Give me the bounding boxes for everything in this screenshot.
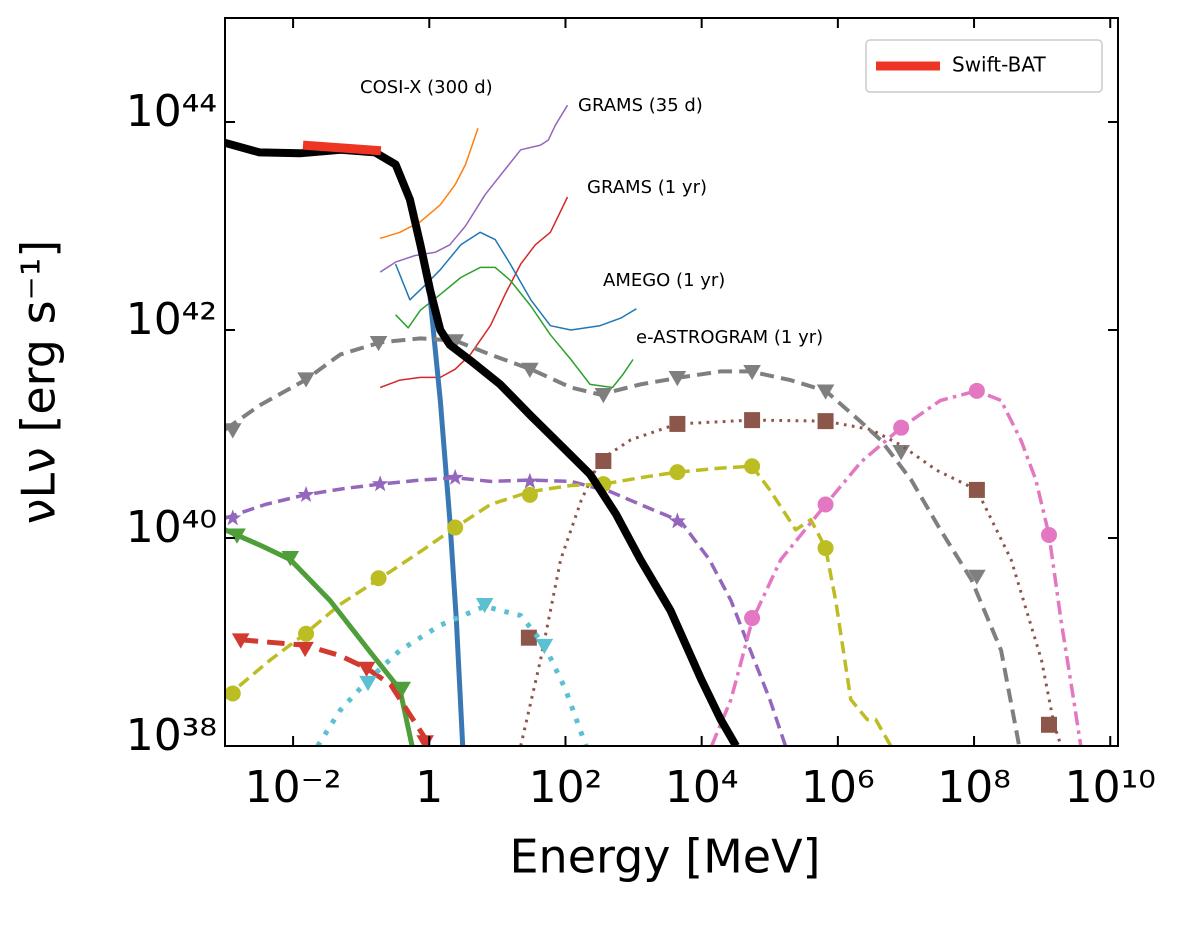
marker xyxy=(369,335,388,352)
annotation: GRAMS (1 yr) xyxy=(587,177,707,198)
marker xyxy=(225,685,241,702)
x-tick-label: 10⁴ xyxy=(665,762,739,813)
plot-area xyxy=(225,104,1083,746)
series-line xyxy=(302,140,382,156)
marker xyxy=(416,735,434,746)
legend-label: Swift-BAT xyxy=(952,53,1046,77)
marker xyxy=(447,519,464,536)
marker xyxy=(298,625,315,642)
x-tick-label: 10² xyxy=(529,762,603,813)
series-line xyxy=(425,280,466,746)
x-tick-label: 1 xyxy=(415,762,443,813)
series-line xyxy=(379,196,569,389)
marker xyxy=(393,681,411,697)
marker xyxy=(669,512,686,529)
marker xyxy=(968,382,985,399)
marker xyxy=(817,413,834,430)
marker xyxy=(297,372,315,388)
annotation: AMEGO (1 yr) xyxy=(603,270,725,291)
x-axis-label: Energy [MeV] xyxy=(509,830,820,884)
marker xyxy=(744,412,761,429)
marker xyxy=(893,419,910,436)
marker xyxy=(297,486,315,502)
marker xyxy=(359,675,377,692)
marker xyxy=(743,364,761,381)
marker xyxy=(817,540,834,557)
marker xyxy=(371,475,389,492)
marker xyxy=(357,661,376,677)
marker xyxy=(225,509,242,526)
legend-frame xyxy=(865,39,1103,93)
series-line xyxy=(379,104,569,273)
marker xyxy=(669,415,686,432)
marker xyxy=(594,388,613,404)
marker xyxy=(968,481,985,498)
series-line xyxy=(379,128,479,240)
annotation: e-ASTROGRAM (1 yr) xyxy=(636,327,823,348)
marker xyxy=(1040,716,1057,733)
marker xyxy=(521,472,539,489)
annotation: COSI-X (300 d) xyxy=(360,77,493,98)
y-axis-label: νLν [erg s⁻¹] xyxy=(12,240,66,524)
marker xyxy=(535,638,554,655)
marker xyxy=(296,641,314,658)
legend: Swift-BAT xyxy=(865,39,1103,93)
marker xyxy=(520,629,537,646)
marker xyxy=(892,445,910,461)
series-line xyxy=(225,464,893,746)
x-tick-label: 10⁻² xyxy=(245,762,342,813)
marker xyxy=(817,496,834,513)
marker xyxy=(1040,526,1057,543)
plot-frame xyxy=(224,17,1119,747)
marker xyxy=(816,384,835,400)
marker xyxy=(228,528,246,544)
marker xyxy=(521,486,538,503)
series-line xyxy=(315,603,589,746)
marker xyxy=(225,423,242,439)
annotation: GRAMS (35 d) xyxy=(578,95,703,116)
marker xyxy=(446,468,464,485)
y-tick-label: 10⁴² xyxy=(126,294,217,345)
series-line xyxy=(225,527,415,746)
marker xyxy=(744,610,761,627)
marker xyxy=(595,453,612,470)
y-tick-label: 10³⁸ xyxy=(126,710,217,761)
marker xyxy=(231,633,250,649)
series-line xyxy=(225,139,740,746)
marker xyxy=(446,334,464,350)
marker xyxy=(370,570,387,587)
series-line xyxy=(225,336,1022,746)
y-tick-label: 10⁴⁴ xyxy=(126,86,217,137)
series-line xyxy=(395,266,634,389)
marker xyxy=(744,458,761,475)
marker xyxy=(521,362,539,378)
x-tick-label: 10¹⁰ xyxy=(1065,762,1156,813)
x-tick-label: 10⁶ xyxy=(801,762,875,813)
marker xyxy=(968,569,986,585)
marker xyxy=(668,371,687,387)
y-tick-label: 10⁴⁰ xyxy=(126,502,217,553)
series-line xyxy=(709,389,1083,746)
series-line xyxy=(225,475,788,746)
marker xyxy=(669,464,686,481)
marker xyxy=(281,551,300,567)
x-tick-label: 10⁸ xyxy=(937,762,1011,813)
marker xyxy=(475,597,494,614)
